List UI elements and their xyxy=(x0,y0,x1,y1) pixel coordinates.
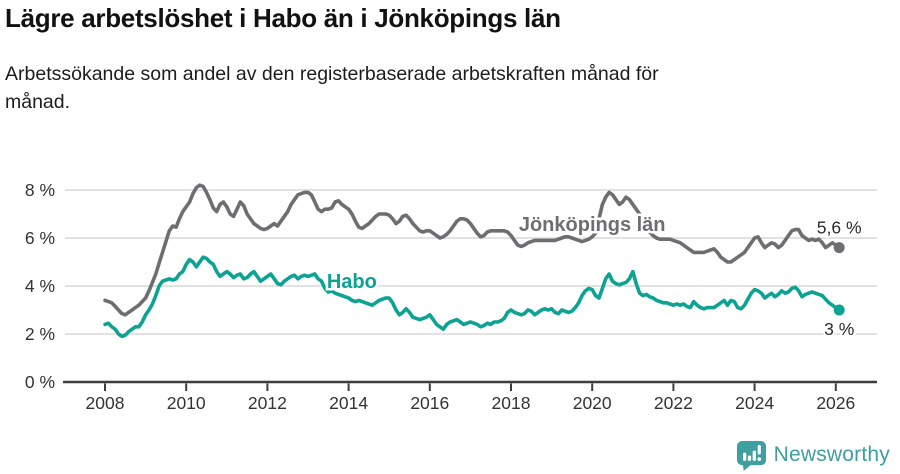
x-tick-label-2018: 2018 xyxy=(492,393,531,413)
newsworthy-wordmark: Newsworthy xyxy=(773,443,890,466)
x-tick-label-2008: 2008 xyxy=(86,393,125,413)
series-label-habo: Habo xyxy=(327,271,377,293)
y-tick-label: 6 % xyxy=(25,228,55,248)
x-tick-label-2010: 2010 xyxy=(167,393,206,413)
x-tick-label-2026: 2026 xyxy=(816,393,855,413)
x-tick-label-2020: 2020 xyxy=(573,393,612,413)
y-tick-label: 4 % xyxy=(25,276,55,296)
line-chart: 0 % 2 % 4 % 6 % 8 % 2008 2010 2012 2014 2016 2018 2… xyxy=(0,160,900,415)
series-line-habo xyxy=(103,255,842,339)
end-dot-habo xyxy=(833,304,845,316)
end-value-label-jonkoping: 5,6 % xyxy=(817,218,862,238)
x-tick-label-2016: 2016 xyxy=(410,393,449,413)
end-value-label-habo: 3 % xyxy=(824,319,854,339)
page-title: Lägre arbetslöshet i Habo än i Jönköping… xyxy=(5,3,561,33)
newsworthy-icon xyxy=(736,440,766,471)
newsworthy-logo[interactable]: Newsworthy xyxy=(736,439,890,471)
y-tick-label: 2 % xyxy=(25,324,55,344)
end-dot-jonkoping xyxy=(833,242,845,254)
chart-subtitle: Arbetssökande som andel av den registerb… xyxy=(5,63,659,113)
x-tick-label-2024: 2024 xyxy=(735,393,774,413)
x-tick-label-2012: 2012 xyxy=(248,393,287,413)
series-line-jonkoping xyxy=(103,183,842,317)
x-tick-label-2022: 2022 xyxy=(654,393,693,413)
y-tick-label: 8 % xyxy=(25,180,55,200)
chart-canvas: 0 % 2 % 4 % 6 % 8 % 2008 2010 2012 2014 2016 2018 2… xyxy=(25,180,877,413)
series-label-jonkoping: Jönköpings län xyxy=(519,214,666,236)
x-tick-label-2014: 2014 xyxy=(329,393,368,413)
y-tick-label: 0 % xyxy=(25,372,55,392)
